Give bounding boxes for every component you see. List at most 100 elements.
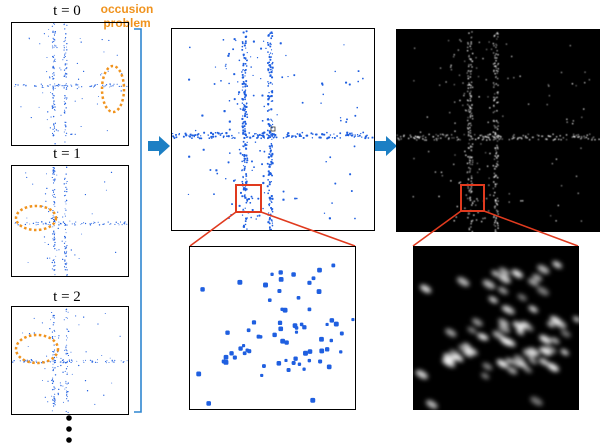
lidar-point — [310, 398, 315, 403]
lidar-point — [269, 203, 270, 204]
heatmap-point — [472, 143, 473, 144]
heatmap-point — [496, 67, 497, 68]
lidar-point — [243, 146, 245, 148]
heatmap-point — [414, 48, 415, 49]
lidar-point — [114, 224, 115, 225]
heatmap-point — [580, 148, 581, 149]
lidar-point — [231, 138, 232, 139]
lidar-point — [270, 214, 272, 216]
heatmap-point — [426, 139, 427, 140]
lidar-point — [34, 85, 35, 86]
lidar-point — [250, 66, 251, 67]
lidar-point — [316, 134, 318, 136]
lidar-point — [54, 248, 55, 249]
heatmap-point — [468, 109, 469, 110]
heatmap-point — [560, 135, 561, 136]
lidar-point — [199, 137, 201, 139]
lidar-point — [234, 38, 236, 40]
lidar-point — [242, 41, 244, 43]
lidar-point — [64, 98, 65, 99]
lidar-point — [66, 247, 67, 248]
lidar-point — [74, 223, 75, 224]
heatmap-point — [448, 40, 449, 41]
lidar-point — [68, 331, 69, 332]
heatmap-point — [470, 46, 471, 47]
lidar-point — [66, 107, 67, 108]
lidar-point — [104, 223, 105, 224]
arrow-right-icon — [374, 136, 398, 156]
heatmap-point — [497, 225, 498, 226]
lidar-point — [58, 130, 59, 131]
lidar-point — [15, 86, 16, 87]
heatmap-point — [470, 117, 471, 118]
lidar-point — [112, 361, 113, 362]
arrow-right-icon — [147, 136, 171, 156]
lidar-point — [271, 209, 273, 211]
heatmap-point — [494, 84, 495, 85]
heatmap-point — [487, 96, 488, 97]
lidar-point — [53, 103, 54, 104]
lidar-point — [83, 360, 84, 361]
lidar-point — [271, 31, 272, 32]
lidar-point — [67, 383, 68, 384]
lidar-point — [54, 95, 55, 96]
heatmap-point — [497, 177, 498, 178]
lidar-point — [291, 137, 292, 138]
lidar-point — [64, 389, 65, 390]
lidar-point — [267, 221, 269, 223]
lidar-point — [271, 76, 273, 78]
heatmap-point — [511, 56, 512, 57]
heatmap-point — [468, 131, 469, 132]
lidar-point — [74, 254, 75, 255]
lidar-point — [54, 47, 55, 48]
lidar-point — [121, 73, 122, 74]
lidar-point — [245, 106, 247, 108]
lidar-point — [97, 84, 98, 85]
lidar-point — [241, 71, 243, 73]
lidar-point — [245, 94, 246, 95]
lidar-point — [242, 86, 243, 87]
heatmap-point — [454, 220, 455, 221]
lidar-point — [69, 360, 70, 361]
lidar-point — [242, 102, 243, 103]
heatmap-point — [414, 368, 429, 381]
lidar-point — [125, 221, 126, 222]
heatmap-point — [529, 395, 544, 408]
heatmap-point — [439, 85, 440, 86]
heatmap-point — [464, 134, 465, 135]
heatmap-point — [494, 159, 495, 160]
lidar-point — [245, 58, 246, 59]
lidar-point — [65, 53, 66, 54]
lidar-point — [65, 73, 66, 74]
heatmap-point — [510, 268, 524, 280]
lidar-point — [330, 318, 335, 323]
lidar-point — [302, 368, 305, 371]
lidar-point — [60, 358, 61, 359]
lidar-point — [293, 74, 295, 76]
heatmap-point — [469, 139, 470, 140]
lidar-point — [54, 126, 55, 127]
lidar-point — [244, 166, 246, 168]
heatmap-point — [476, 198, 477, 199]
lidar-point — [272, 124, 273, 125]
lidar-point — [36, 362, 37, 363]
lidar-point — [243, 155, 245, 157]
heatmap-point — [509, 139, 510, 140]
lidar-point — [244, 154, 245, 155]
lidar-point — [248, 132, 250, 134]
heatmap-point — [457, 140, 458, 141]
lidar-point — [31, 359, 32, 360]
lidar-point — [294, 198, 296, 200]
lidar-point — [198, 133, 200, 135]
heatmap-point — [502, 116, 503, 117]
lidar-point — [231, 203, 233, 205]
lidar-point — [270, 207, 272, 209]
lidar-point — [56, 47, 57, 48]
lidar-point — [71, 352, 72, 353]
heatmap-point — [398, 139, 399, 140]
heatmap-point — [469, 162, 470, 163]
lidar-point — [64, 54, 65, 55]
heatmap-point — [453, 56, 454, 57]
heatmap-point — [468, 143, 469, 144]
lidar-point — [78, 365, 79, 366]
